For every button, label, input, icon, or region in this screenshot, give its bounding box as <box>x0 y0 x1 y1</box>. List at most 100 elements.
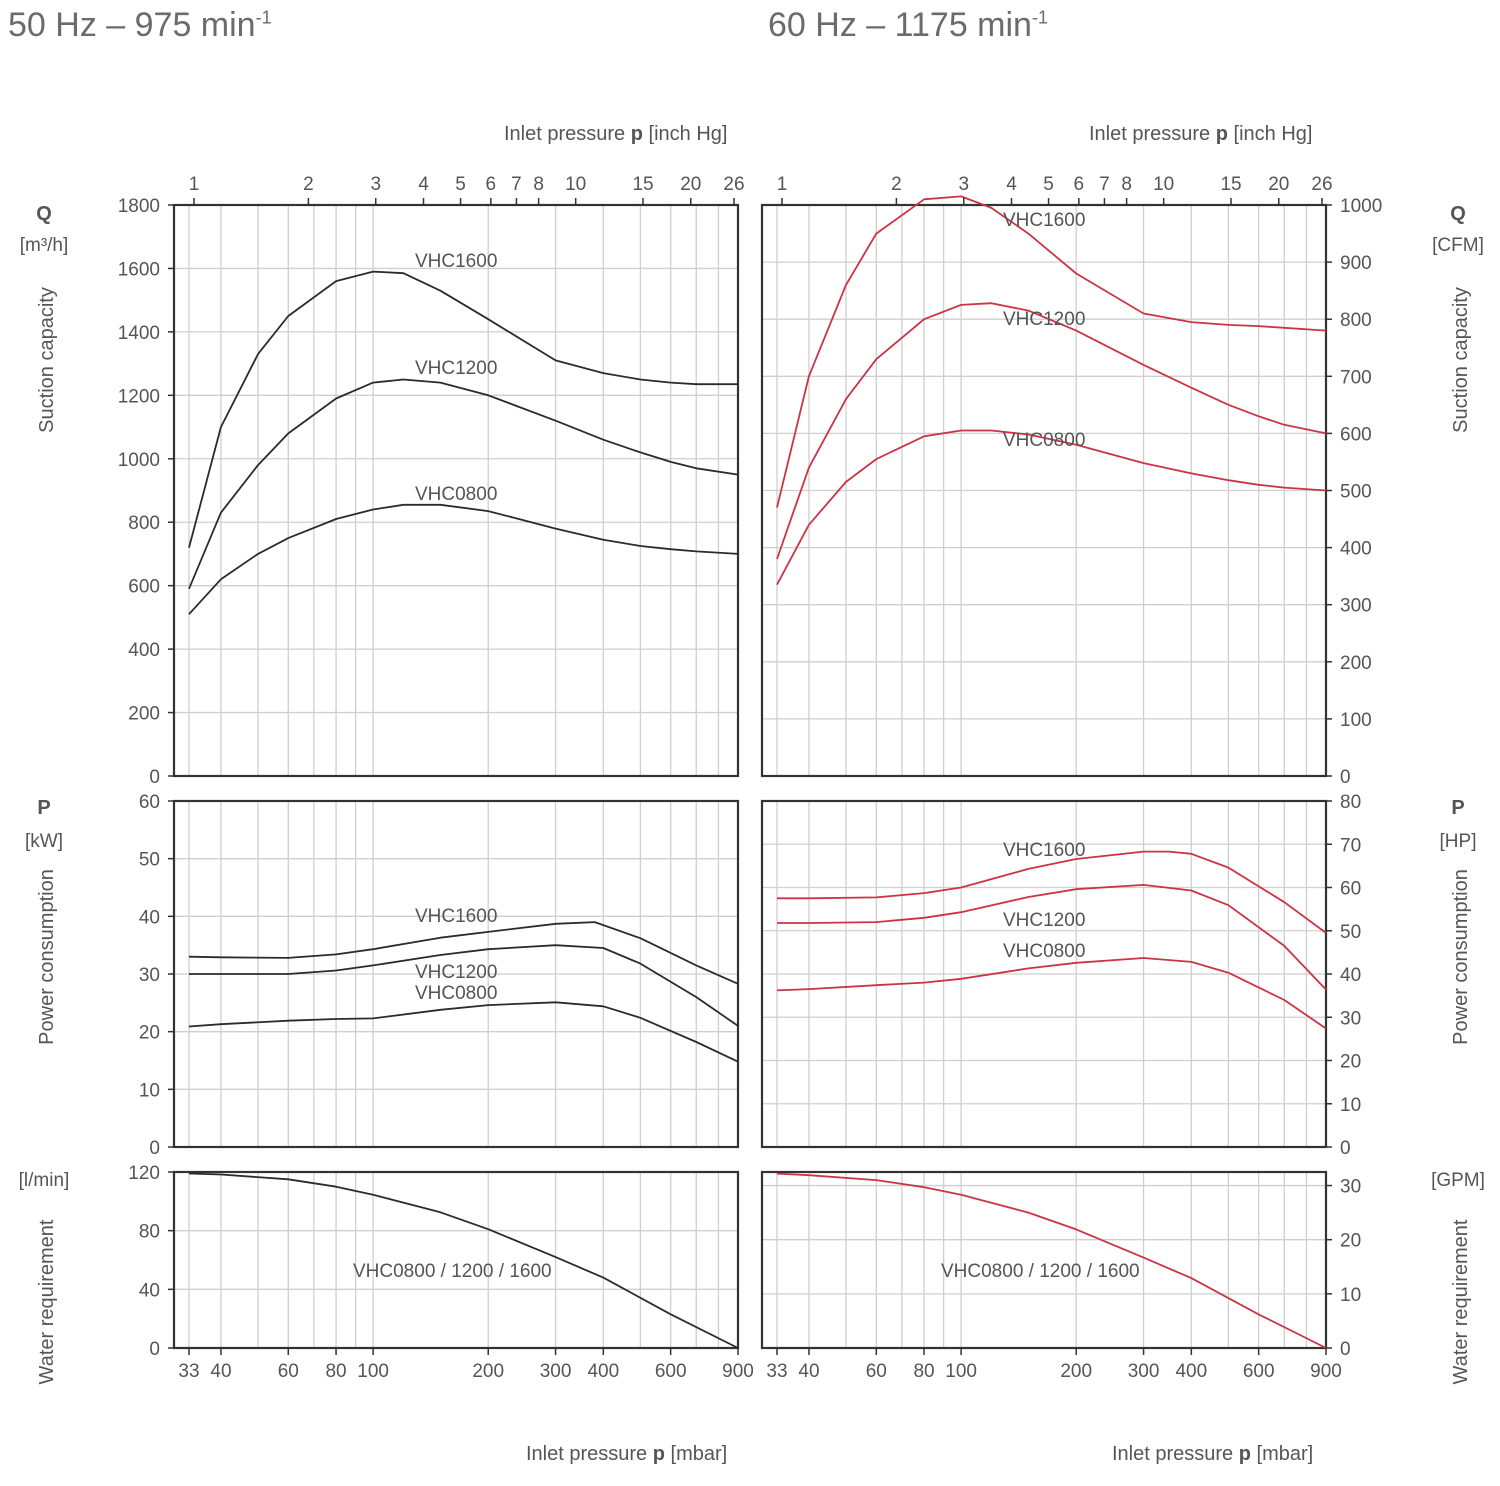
y-tick-label: 10 <box>1340 1285 1361 1306</box>
curve-label: VHC1200 <box>1003 309 1085 330</box>
top-tick-label: 5 <box>1043 174 1054 195</box>
y-tick-label: 500 <box>1340 482 1372 503</box>
curve-label: VHC0800 / 1200 / 1600 <box>941 1261 1140 1282</box>
bottom-tick-label: 900 <box>722 1361 754 1382</box>
title-50hz: 50 Hz – 975 min-1 <box>8 6 272 45</box>
top-tick-label: 1 <box>189 174 200 195</box>
y-tick-label: 1400 <box>118 323 160 344</box>
curve-label: VHC1600 <box>1003 840 1085 861</box>
top-tick-label: 15 <box>1220 174 1241 195</box>
y-tick-label: 70 <box>1340 835 1361 856</box>
top-tick-label: 7 <box>511 174 522 195</box>
title-50hz-sup: -1 <box>255 7 272 28</box>
series-line-vhc1200 <box>188 378 739 590</box>
curve-label: VHC0800 <box>1003 430 1085 451</box>
top-tick-label: 2 <box>303 174 314 195</box>
series-line-vhc0800-1200-1600 <box>776 1172 1327 1349</box>
y-tick-label: 80 <box>139 1222 160 1243</box>
y-tick-label: 800 <box>1340 310 1372 331</box>
y-tick-label: 60 <box>1340 879 1361 900</box>
top-tick-label: 4 <box>418 174 429 195</box>
left-q-name: Suction capacity <box>36 287 58 433</box>
top-tick-label: 8 <box>533 174 544 195</box>
series-line-vhc1600 <box>188 270 738 548</box>
y-tick-label: 20 <box>139 1023 160 1044</box>
top-tick-label: 7 <box>1099 174 1110 195</box>
title-60hz-sup: -1 <box>1031 7 1048 28</box>
y-tick-label: 20 <box>1340 1052 1361 1073</box>
y-tick-label: 10 <box>139 1080 160 1101</box>
bottom-tick-label: 100 <box>357 1361 389 1382</box>
y-tick-label: 100 <box>1340 710 1372 731</box>
bottom-tick-label: 300 <box>540 1361 572 1382</box>
y-tick-label: 40 <box>139 907 160 928</box>
y-tick-label: 0 <box>149 1339 160 1360</box>
bottom-tick-label: 400 <box>1175 1361 1207 1382</box>
bottom-tick-label: 600 <box>1243 1361 1275 1382</box>
top-tick-label: 15 <box>632 174 653 195</box>
left-q-symbol: Q <box>36 203 52 225</box>
y-tick-label: 400 <box>1340 539 1372 560</box>
right-q-symbol: Q <box>1450 203 1466 225</box>
top-tick-label: 10 <box>565 174 586 195</box>
plot-frame <box>172 1170 740 1350</box>
y-tick-label: 1000 <box>1340 196 1382 217</box>
bottom-tick-label: 33 <box>178 1361 199 1382</box>
bottom-tick-label: 900 <box>1310 1361 1342 1382</box>
title-50hz-text: 50 Hz – 975 min <box>8 6 256 44</box>
top-xlabel-left: Inlet pressure p [inch Hg] <box>504 123 727 145</box>
y-tick-label: 40 <box>139 1280 160 1301</box>
top-tick-label: 10 <box>1153 174 1174 195</box>
series-line-vhc0800 <box>188 503 739 615</box>
top-tick-label: 1 <box>777 174 788 195</box>
top-tick-label: 6 <box>1074 174 1085 195</box>
left-p-name: Power consumption <box>36 869 58 1045</box>
y-tick-label: 120 <box>128 1163 160 1184</box>
series-line-vhc1200 <box>189 944 739 1027</box>
series-line-vhc0800 <box>776 429 1327 586</box>
y-tick-label: 0 <box>1340 1339 1351 1360</box>
bottom-tick-label: 200 <box>472 1361 504 1382</box>
curve-label: VHC1600 <box>1003 210 1085 231</box>
right-q-unit: [CFM] <box>1432 235 1484 256</box>
series-line-vhc1200 <box>776 302 1327 560</box>
y-tick-label: 60 <box>139 792 160 813</box>
y-tick-label: 1000 <box>118 450 160 471</box>
left-w-unit: [l/min] <box>19 1170 70 1191</box>
top-tick-label: 26 <box>1311 174 1332 195</box>
y-tick-label: 800 <box>128 513 160 534</box>
bottom-tick-label: 200 <box>1060 1361 1092 1382</box>
y-tick-label: 30 <box>139 965 160 986</box>
curve-label: VHC0800 <box>415 484 497 505</box>
left-p-symbol: P <box>37 797 50 819</box>
y-tick-label: 40 <box>1340 965 1361 986</box>
right-p-symbol: P <box>1451 797 1464 819</box>
series-line-vhc0800 <box>776 957 1327 1030</box>
y-tick-label: 700 <box>1340 367 1372 388</box>
bottom-tick-label: 400 <box>587 1361 619 1382</box>
series-line-vhc0800-1200-1600 <box>188 1172 739 1349</box>
bottom-tick-label: 80 <box>325 1361 346 1382</box>
plot-frame <box>172 203 740 778</box>
y-tick-label: 600 <box>128 577 160 598</box>
curve-label: VHC0800 / 1200 / 1600 <box>353 1261 552 1282</box>
y-tick-label: 300 <box>1340 596 1372 617</box>
y-tick-label: 30 <box>1340 1008 1361 1029</box>
bottom-tick-label: 60 <box>866 1361 887 1382</box>
curve-label: VHC1200 <box>415 358 497 379</box>
y-tick-label: 50 <box>139 850 160 871</box>
top-tick-label: 2 <box>891 174 902 195</box>
y-tick-label: 900 <box>1340 253 1372 274</box>
plot-frame <box>760 1170 1328 1350</box>
curve-label: VHC1200 <box>1003 910 1085 931</box>
plot-layer: 020040060080010001200140016001800VHC1600… <box>118 174 1383 1382</box>
y-tick-label: 80 <box>1340 792 1361 813</box>
series-line-vhc1600 <box>776 195 1327 508</box>
y-tick-label: 0 <box>149 1138 160 1159</box>
top-tick-label: 8 <box>1121 174 1132 195</box>
y-tick-label: 200 <box>128 704 160 725</box>
y-tick-label: 20 <box>1340 1231 1361 1252</box>
y-tick-label: 0 <box>1340 1138 1351 1159</box>
y-tick-label: 0 <box>149 767 160 788</box>
